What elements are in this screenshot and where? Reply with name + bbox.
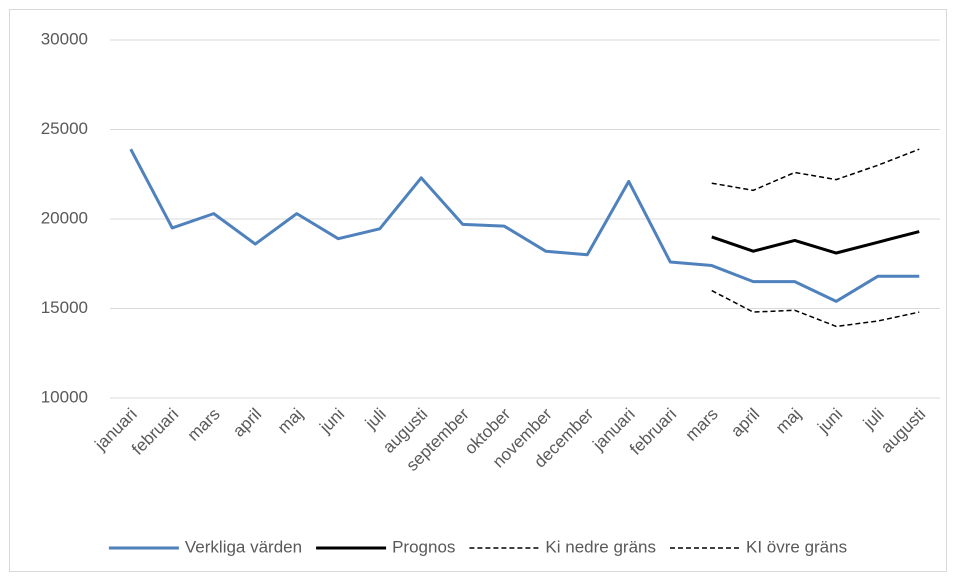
chart-border [9,9,947,572]
legend-label: Ki nedre gräns [545,537,656,556]
legend: Verkliga värden Prognos Ki nedre gräns KI ö… [108,537,847,556]
legend-label: KI övre gräns [746,537,847,556]
y-tick-label: 30000 [41,29,88,48]
legend-label: Verkliga värden [185,537,302,556]
series-line [711,148,920,192]
series-line [129,148,920,303]
y-tick-label: 20000 [41,208,88,227]
y-tick-label: 15000 [41,298,88,317]
y-tick-label: 10000 [41,387,88,406]
series-line [711,230,920,255]
y-tick-label: 25000 [41,119,88,138]
legend-label: Prognos [392,537,455,556]
